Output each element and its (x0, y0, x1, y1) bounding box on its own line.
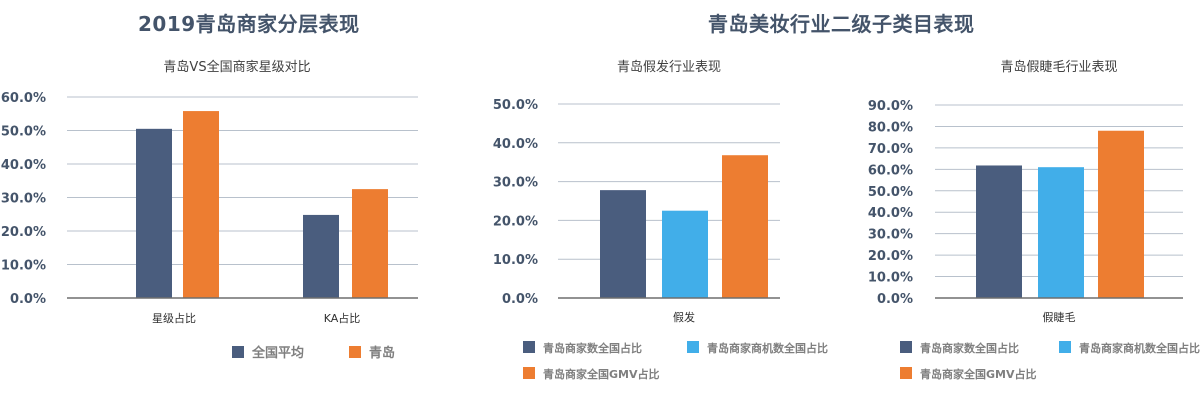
y-tick-label: 20.0% (868, 249, 913, 264)
y-tick-label: 80.0% (868, 120, 913, 135)
right-section-title: 青岛美妆行业二级子类目表现 (708, 12, 975, 36)
bar-3 (722, 155, 768, 298)
bar-1 (303, 214, 339, 298)
legend-label: 青岛商家数全国占比 (543, 341, 642, 355)
legend-label: 青岛商家商机数全国占比 (707, 341, 828, 355)
chart-title: 青岛VS全国商家星级对比 (163, 59, 310, 75)
y-tick-label: 40.0% (1, 158, 46, 173)
legend-swatch (523, 341, 535, 353)
y-tick-label: 50.0% (1, 125, 46, 140)
x-category-label: 假睫毛 (1043, 310, 1076, 324)
y-tick-label: 0.0% (502, 292, 538, 307)
bar-1 (976, 165, 1022, 298)
y-tick-label: 60.0% (1, 91, 46, 106)
bar-2 (183, 111, 219, 298)
y-tick-label: 40.0% (493, 137, 538, 152)
bar-1 (600, 190, 646, 298)
legend-swatch (523, 367, 535, 379)
legend-swatch (232, 346, 244, 358)
legend-label: 青岛 (369, 345, 395, 361)
chart-title: 青岛假发行业表现 (617, 59, 721, 75)
legend-swatch (687, 341, 699, 353)
legend-swatch (349, 346, 361, 358)
legend-label: 青岛商家全国GMV占比 (920, 367, 1037, 381)
y-tick-label: 10.0% (493, 253, 538, 268)
y-tick-label: 30.0% (868, 228, 913, 243)
y-tick-label: 0.0% (10, 292, 46, 307)
y-tick-label: 40.0% (868, 206, 913, 221)
bar-2 (662, 210, 708, 298)
legend-label: 青岛商家全国GMV占比 (543, 367, 660, 381)
bar-3 (1098, 130, 1144, 298)
y-tick-label: 10.0% (1, 259, 46, 274)
bar-2 (1038, 167, 1084, 298)
x-category-label: 星级占比 (152, 311, 196, 325)
y-tick-label: 20.0% (493, 214, 538, 229)
legend-label: 全国平均 (251, 345, 304, 361)
legend-swatch (900, 367, 912, 379)
bar-1 (136, 128, 172, 298)
legend-swatch (1059, 341, 1071, 353)
y-tick-label: 50.0% (493, 98, 538, 113)
y-tick-label: 70.0% (868, 142, 913, 157)
y-tick-label: 30.0% (493, 176, 538, 191)
left-section-title: 2019青岛商家分层表现 (138, 12, 360, 36)
y-tick-label: 30.0% (1, 192, 46, 207)
legend-label: 青岛商家商机数全国占比 (1079, 341, 1200, 355)
chart-title: 青岛假睫毛行业表现 (1000, 59, 1117, 75)
legend-label: 青岛商家数全国占比 (920, 341, 1019, 355)
x-category-label: KA占比 (324, 311, 361, 325)
legend-swatch (900, 341, 912, 353)
x-category-label: 假发 (673, 310, 695, 324)
y-tick-label: 90.0% (868, 99, 913, 114)
y-tick-label: 60.0% (868, 163, 913, 178)
y-tick-label: 50.0% (868, 185, 913, 200)
y-tick-label: 20.0% (1, 225, 46, 240)
y-tick-label: 10.0% (868, 271, 913, 286)
y-tick-label: 0.0% (877, 292, 913, 307)
bar-2 (352, 189, 388, 298)
